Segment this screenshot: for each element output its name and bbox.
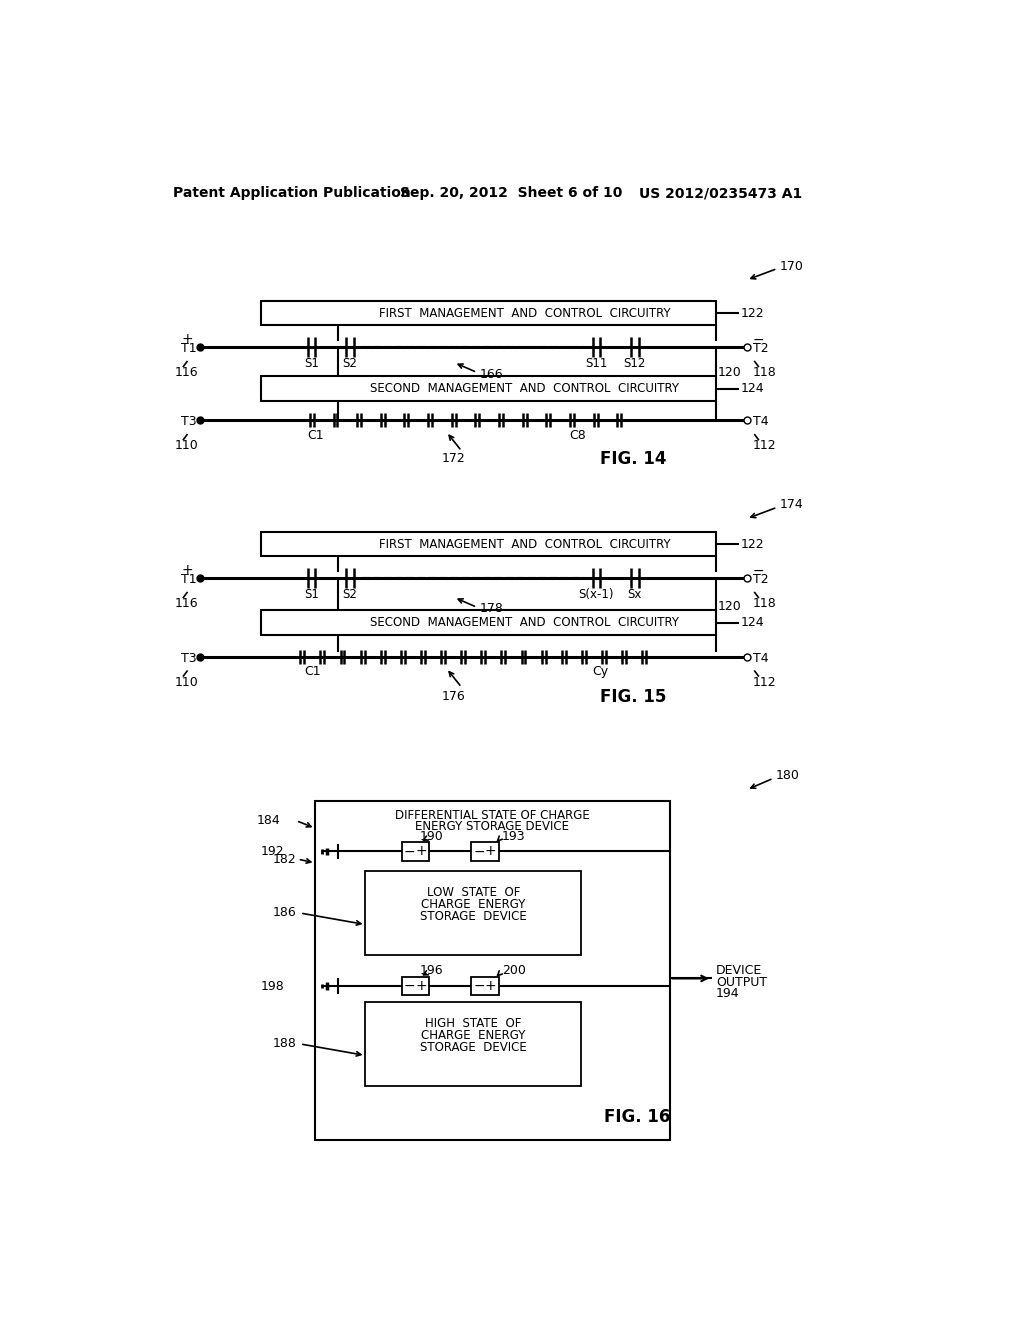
Bar <box>261 610 716 635</box>
Text: 192: 192 <box>261 845 285 858</box>
Text: SECOND  MANAGEMENT  AND  CONTROL  CIRCUITRY: SECOND MANAGEMENT AND CONTROL CIRCUITRY <box>371 616 679 630</box>
Text: SECOND  MANAGEMENT  AND  CONTROL  CIRCUITRY: SECOND MANAGEMENT AND CONTROL CIRCUITRY <box>371 381 679 395</box>
Text: 198: 198 <box>261 979 285 993</box>
Bar <box>401 842 429 861</box>
Text: 176: 176 <box>442 690 466 704</box>
Text: −: − <box>403 979 416 993</box>
Text: Sep. 20, 2012  Sheet 6 of 10: Sep. 20, 2012 Sheet 6 of 10 <box>400 186 623 201</box>
Text: 172: 172 <box>442 453 466 465</box>
Text: T4: T4 <box>753 652 768 665</box>
Text: T3: T3 <box>181 652 197 665</box>
Text: LOW  STATE  OF: LOW STATE OF <box>427 886 520 899</box>
Text: 116: 116 <box>174 597 198 610</box>
Text: OUTPUT: OUTPUT <box>716 975 767 989</box>
Bar <box>471 977 499 995</box>
Text: US 2012/0235473 A1: US 2012/0235473 A1 <box>639 186 802 201</box>
Text: S11: S11 <box>586 358 607 371</box>
Text: FIG. 15: FIG. 15 <box>600 688 667 706</box>
Text: 120: 120 <box>718 366 741 379</box>
Text: S2: S2 <box>343 589 357 602</box>
Text: Sx: Sx <box>628 589 642 602</box>
Bar <box>401 977 429 995</box>
Text: CHARGE  ENERGY: CHARGE ENERGY <box>421 898 525 911</box>
Text: +: + <box>484 845 497 858</box>
Bar <box>366 1002 581 1086</box>
Text: ENERGY STORAGE DEVICE: ENERGY STORAGE DEVICE <box>416 820 569 833</box>
Text: −: − <box>473 979 484 993</box>
Text: CHARGE  ENERGY: CHARGE ENERGY <box>421 1028 525 1041</box>
Text: S12: S12 <box>624 358 646 371</box>
Text: 110: 110 <box>174 676 199 689</box>
Text: 124: 124 <box>741 381 765 395</box>
Text: 122: 122 <box>741 537 765 550</box>
Text: STORAGE  DEVICE: STORAGE DEVICE <box>420 911 526 924</box>
Text: 166: 166 <box>479 367 503 380</box>
Text: 118: 118 <box>753 366 776 379</box>
Text: 110: 110 <box>174 440 199 453</box>
Text: 180: 180 <box>776 770 800 783</box>
Text: 193: 193 <box>502 829 525 842</box>
Text: −: − <box>753 564 764 577</box>
Text: T2: T2 <box>753 573 768 586</box>
Text: 178: 178 <box>479 602 503 615</box>
Text: +: + <box>484 979 497 993</box>
Text: 194: 194 <box>716 987 739 1001</box>
Text: DIFFERENTIAL STATE OF CHARGE: DIFFERENTIAL STATE OF CHARGE <box>395 809 590 822</box>
Bar <box>315 801 670 1140</box>
Text: HIGH  STATE  OF: HIGH STATE OF <box>425 1016 521 1030</box>
Text: −: − <box>403 845 416 858</box>
Text: FIRST  MANAGEMENT  AND  CONTROL  CIRCUITRY: FIRST MANAGEMENT AND CONTROL CIRCUITRY <box>379 537 671 550</box>
Text: 118: 118 <box>753 597 776 610</box>
Text: DEVICE: DEVICE <box>716 964 762 977</box>
Text: −: − <box>473 845 484 858</box>
Text: 112: 112 <box>753 676 776 689</box>
Bar <box>471 842 499 861</box>
Text: 182: 182 <box>272 853 296 866</box>
Text: −: − <box>753 333 764 346</box>
Bar <box>261 532 716 557</box>
Text: T4: T4 <box>753 416 768 428</box>
Text: 124: 124 <box>741 616 765 630</box>
Text: +: + <box>181 333 193 346</box>
Text: 122: 122 <box>741 306 765 319</box>
Text: 200: 200 <box>502 964 525 977</box>
Bar <box>366 871 581 956</box>
Text: +: + <box>181 564 193 577</box>
Text: 196: 196 <box>419 964 443 977</box>
Text: S1: S1 <box>304 589 318 602</box>
Text: T3: T3 <box>181 416 197 428</box>
Text: FIRST  MANAGEMENT  AND  CONTROL  CIRCUITRY: FIRST MANAGEMENT AND CONTROL CIRCUITRY <box>379 306 671 319</box>
Text: 174: 174 <box>779 499 804 511</box>
Text: 188: 188 <box>272 1038 296 1051</box>
Text: Cy: Cy <box>593 665 608 678</box>
Text: FIG. 16: FIG. 16 <box>604 1107 671 1126</box>
Text: T1: T1 <box>181 342 197 355</box>
Text: 190: 190 <box>419 829 443 842</box>
Text: S2: S2 <box>343 358 357 371</box>
Text: +: + <box>416 845 427 858</box>
Text: FIG. 14: FIG. 14 <box>600 450 667 467</box>
Text: 184: 184 <box>257 814 281 828</box>
Text: Patent Application Publication: Patent Application Publication <box>173 186 411 201</box>
Text: STORAGE  DEVICE: STORAGE DEVICE <box>420 1041 526 1055</box>
Text: 116: 116 <box>174 366 198 379</box>
Text: 170: 170 <box>779 260 804 273</box>
Text: C1: C1 <box>304 665 321 678</box>
Text: 120: 120 <box>718 601 741 612</box>
Text: +: + <box>416 979 427 993</box>
Bar <box>261 301 716 326</box>
Text: T2: T2 <box>753 342 768 355</box>
Text: 112: 112 <box>753 440 776 453</box>
Bar <box>261 376 716 401</box>
Text: T1: T1 <box>181 573 197 586</box>
Text: S1: S1 <box>304 358 318 371</box>
Text: S(x-1): S(x-1) <box>579 589 614 602</box>
Text: C1: C1 <box>307 429 325 442</box>
Text: 186: 186 <box>272 907 296 920</box>
Text: C8: C8 <box>569 429 586 442</box>
